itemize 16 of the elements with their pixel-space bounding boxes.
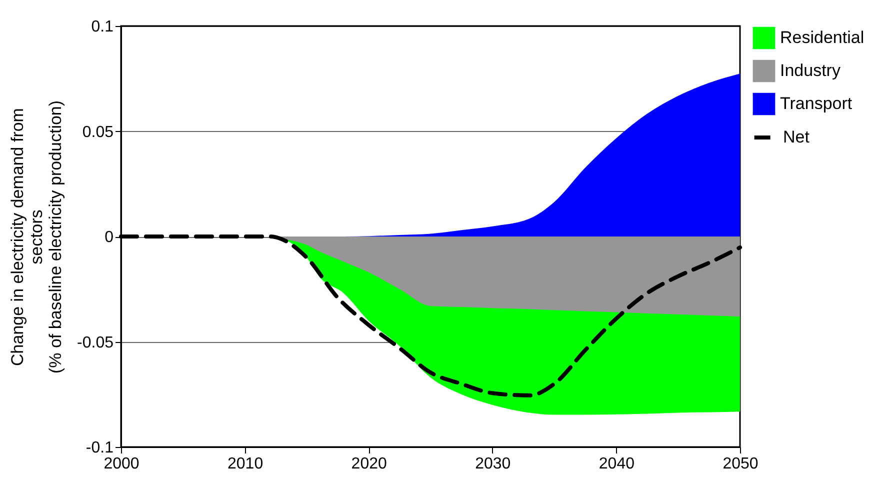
x-tick-label: 2040 [598,456,635,472]
legend-label: Industry [780,61,841,80]
y-tick-label: 0.1 [91,18,114,36]
x-tick-label: 2020 [351,456,387,472]
y-tick-label: -0.1 [86,440,114,456]
legend-label: Residential [780,28,864,47]
x-tick-label: 2050 [722,456,758,472]
legend-label: Transport [780,94,852,113]
legend-label: Net [783,128,810,146]
x-tick-label: 2000 [104,456,140,472]
y-tick-label: 0 [104,229,114,246]
y-axis-title: Change in electricity demand from sectors (% of baseline electricity production) [8,100,66,374]
x-tick-label: 2030 [475,456,511,472]
y-tick-label: -0.05 [77,334,114,352]
x-tick-label: 2010 [228,456,264,472]
y-tick-label: 0.05 [82,124,114,141]
